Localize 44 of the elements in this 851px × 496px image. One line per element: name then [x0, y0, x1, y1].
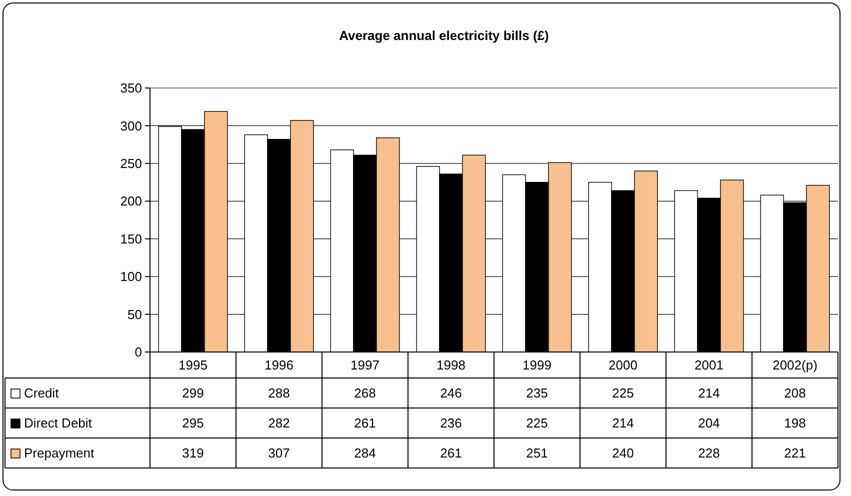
data-label: 208 [784, 386, 806, 401]
data-label: 307 [268, 446, 290, 461]
data-label: 198 [784, 416, 806, 431]
x-tick-label: 1997 [350, 358, 380, 373]
x-tick-label: 1995 [178, 358, 208, 373]
data-label: 299 [182, 386, 204, 401]
y-tick-label: 150 [120, 231, 142, 246]
data-label: 261 [354, 416, 376, 431]
legend-label: Prepayment [24, 446, 94, 461]
data-label: 225 [526, 416, 548, 431]
data-label: 288 [268, 386, 290, 401]
data-label: 204 [698, 416, 720, 431]
data-label: 251 [526, 446, 548, 461]
data-label: 235 [526, 386, 548, 401]
data-label: 261 [440, 446, 462, 461]
y-tick-label: 350 [120, 80, 142, 96]
data-label: 221 [784, 446, 806, 461]
x-tick-label: 1998 [436, 358, 466, 373]
data-label: 268 [354, 386, 376, 401]
data-label: 225 [612, 386, 634, 401]
data-label: 214 [698, 386, 720, 401]
y-tick-label: 250 [120, 156, 142, 171]
legend-label: Credit [24, 386, 60, 401]
y-tick-label: 100 [120, 269, 142, 284]
data-label: 228 [698, 446, 720, 461]
x-tick-label: 2002(p) [772, 358, 818, 373]
data-label: 319 [182, 446, 204, 461]
y-tick-label: 200 [120, 194, 142, 209]
chart-title: Average annual electricity bills (£) [339, 28, 549, 43]
x-tick-label: 1996 [264, 358, 294, 373]
x-tick-label: 2000 [608, 358, 638, 373]
data-label: 240 [612, 446, 634, 461]
data-label: 236 [440, 416, 462, 431]
y-tick-label: 50 [128, 306, 142, 322]
x-tick-label: 2001 [694, 358, 724, 373]
data-label: 282 [268, 416, 290, 431]
data-label: 214 [612, 416, 634, 431]
legend-label: Direct Debit [24, 416, 92, 431]
x-tick-label: 1999 [522, 358, 552, 373]
y-tick-label: 300 [120, 118, 142, 134]
data-label: 295 [182, 416, 204, 431]
data-label: 246 [440, 386, 462, 401]
data-label: 284 [354, 446, 376, 461]
y-tick-label: 0 [134, 344, 142, 360]
